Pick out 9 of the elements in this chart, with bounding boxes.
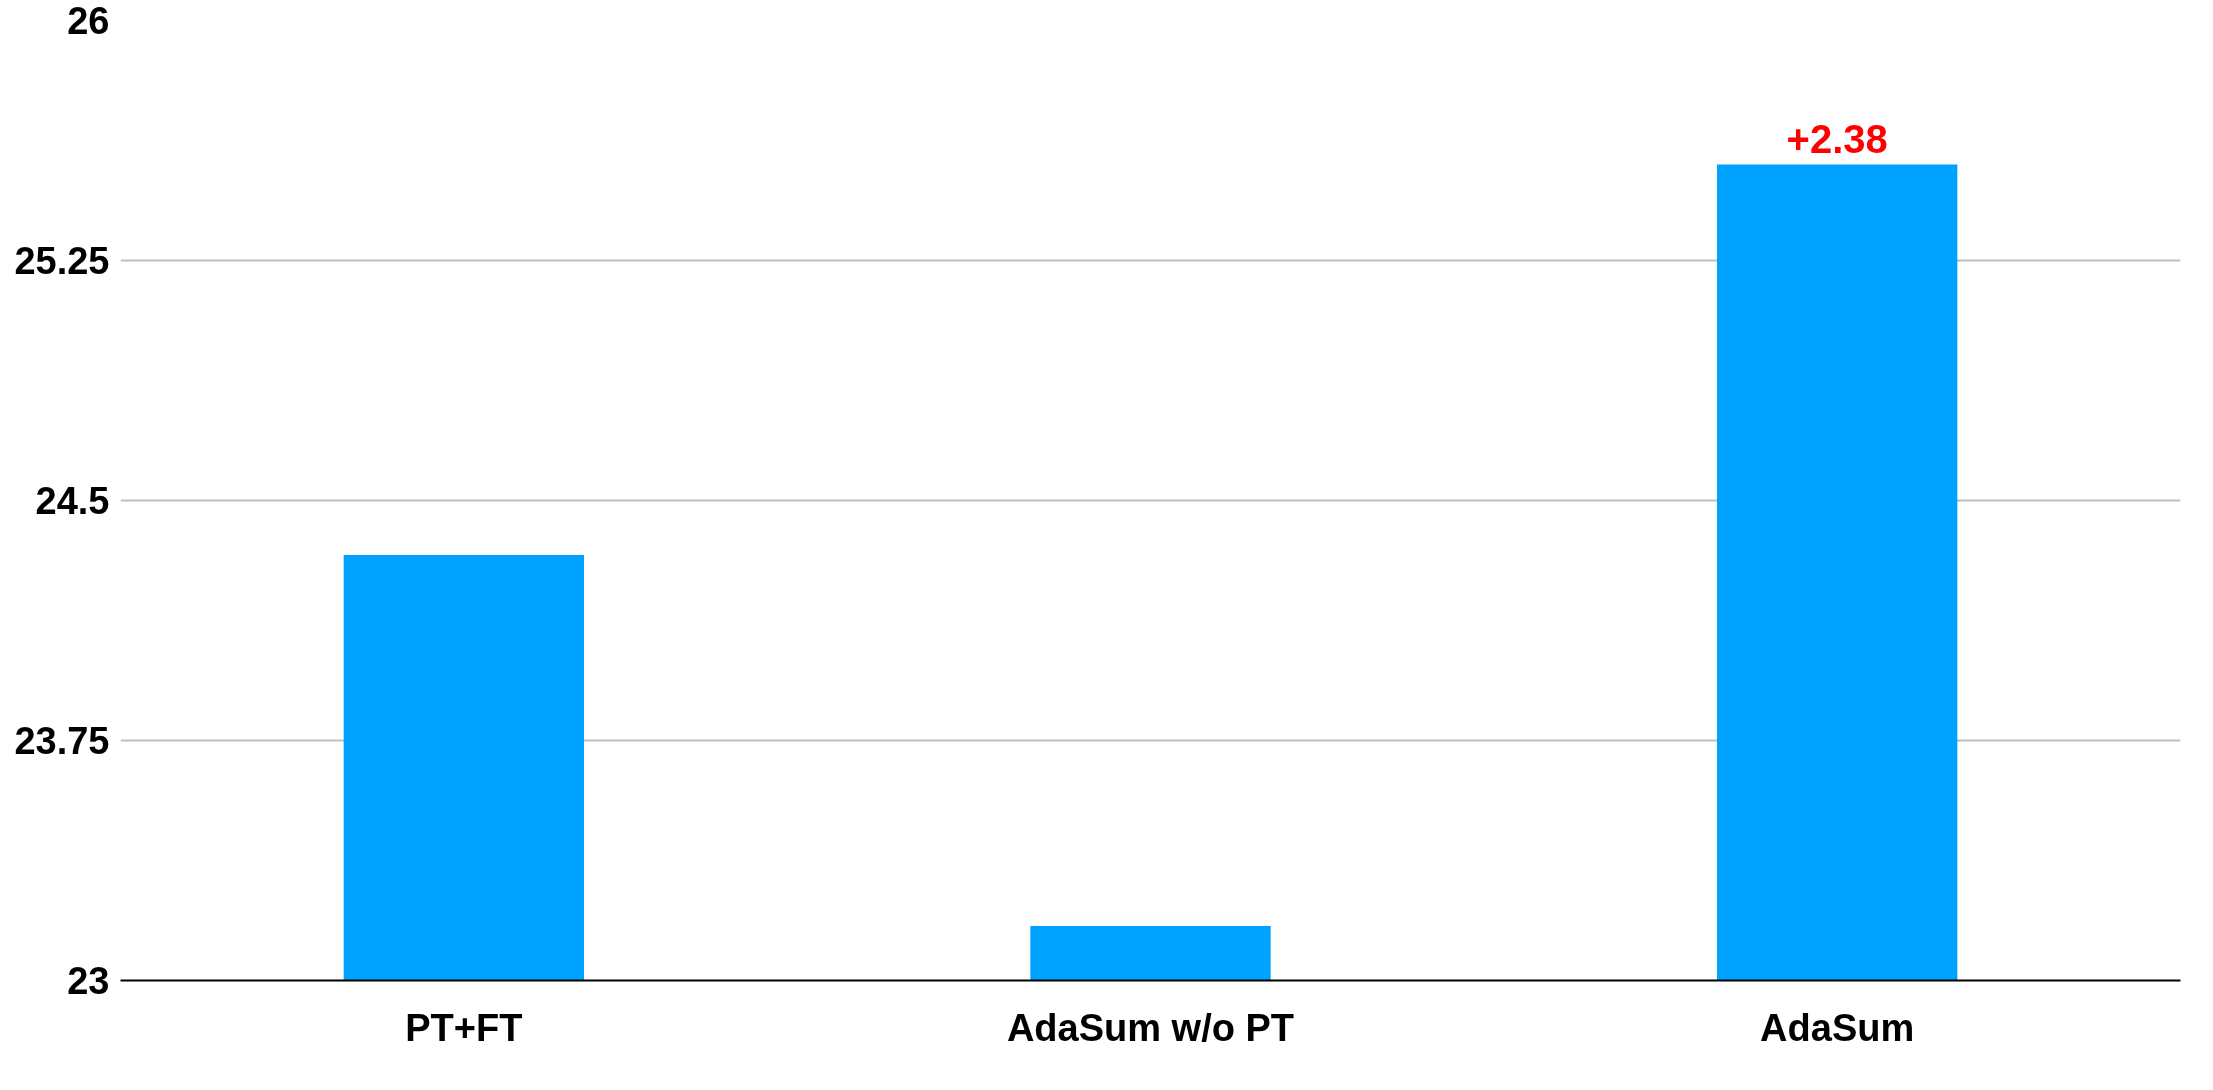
x-tick-label: PT+FT	[405, 1006, 523, 1049]
annotation: +2.38	[1786, 116, 1888, 161]
x-tick-label: AdaSum w/o PT	[1006, 1006, 1295, 1049]
y-tick-label: 23	[67, 960, 110, 1002]
y-tick-label: 26	[67, 0, 110, 42]
y-tick-label: 25.25	[14, 240, 110, 282]
y-tick-label: 24.5	[35, 480, 110, 522]
y-tick-label: 23.75	[14, 720, 110, 762]
x-tick-label: AdaSum	[1760, 1006, 1915, 1049]
